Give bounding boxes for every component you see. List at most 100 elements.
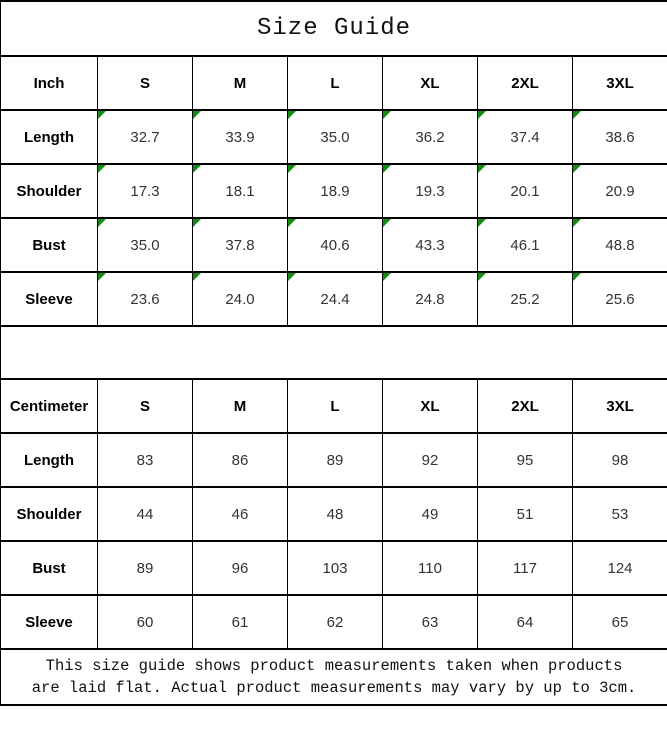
cell-value: 40.6 xyxy=(320,236,350,254)
flag-triangle-icon xyxy=(478,166,486,173)
value-cell: 18.9 xyxy=(287,163,383,219)
unit-header-centimeter: Centimeter xyxy=(0,378,98,434)
size-header-l: L xyxy=(287,378,383,434)
row-label: Sleeve xyxy=(0,594,98,650)
value-cell: 110 xyxy=(382,540,478,596)
value-cell: 37.4 xyxy=(477,109,573,165)
row-label: Bust xyxy=(0,217,98,273)
value-cell: 20.9 xyxy=(571,163,667,219)
table-row: Bust 35.0 37.8 40.6 43.3 46.1 48.8 xyxy=(0,217,667,273)
flag-triangle-icon xyxy=(98,112,106,119)
value-cell: 23.6 xyxy=(97,271,193,327)
size-header-s: S xyxy=(97,378,193,434)
cell-value: 43.3 xyxy=(415,236,445,254)
flag-triangle-icon xyxy=(288,220,296,227)
flag-triangle-icon xyxy=(383,112,391,119)
size-header-s: S xyxy=(97,55,193,111)
table-row: Shoulder 17.3 18.1 18.9 19.3 20.1 20.9 xyxy=(0,163,667,219)
row-label: Length xyxy=(0,109,98,165)
table-row: Bust 89 96 103 110 117 124 xyxy=(0,540,667,596)
value-cell: 95 xyxy=(477,432,573,488)
value-cell: 46 xyxy=(192,486,288,542)
cell-value: 18.9 xyxy=(320,182,350,200)
value-cell: 40.6 xyxy=(287,217,383,273)
cell-value: 48.8 xyxy=(605,236,635,254)
cell-value: 17.3 xyxy=(130,182,160,200)
row-label: Bust xyxy=(0,540,98,596)
flag-triangle-icon xyxy=(383,166,391,173)
value-cell: 37.8 xyxy=(192,217,288,273)
value-cell: 33.9 xyxy=(192,109,288,165)
cell-value: 24.8 xyxy=(415,290,445,308)
cell-value: 32.7 xyxy=(130,128,160,146)
value-cell: 24.4 xyxy=(287,271,383,327)
value-cell: 53 xyxy=(571,486,667,542)
value-cell: 65 xyxy=(571,594,667,650)
flag-triangle-icon xyxy=(573,166,581,173)
cell-value: 38.6 xyxy=(605,128,635,146)
size-header-m: M xyxy=(192,378,288,434)
size-header-2xl: 2XL xyxy=(477,55,573,111)
flag-triangle-icon xyxy=(288,112,296,119)
value-cell: 35.0 xyxy=(287,109,383,165)
cell-value: 37.8 xyxy=(225,236,255,254)
flag-triangle-icon xyxy=(98,220,106,227)
value-cell: 89 xyxy=(287,432,383,488)
cell-value: 33.9 xyxy=(225,128,255,146)
cell-value: 23.6 xyxy=(130,290,160,308)
value-cell: 60 xyxy=(97,594,193,650)
value-cell: 25.6 xyxy=(571,271,667,327)
cell-value: 36.2 xyxy=(415,128,445,146)
size-header-3xl: 3XL xyxy=(571,55,667,111)
flag-triangle-icon xyxy=(573,220,581,227)
page-title: Size Guide xyxy=(0,0,667,57)
footer-note-line1: This size guide shows product measuremen… xyxy=(45,656,623,675)
flag-triangle-icon xyxy=(98,274,106,281)
cell-value: 25.6 xyxy=(605,290,635,308)
row-label: Shoulder xyxy=(0,486,98,542)
table-row: Sleeve 23.6 24.0 24.4 24.8 25.2 25.6 xyxy=(0,271,667,327)
value-cell: 51 xyxy=(477,486,573,542)
value-cell: 62 xyxy=(287,594,383,650)
value-cell: 89 xyxy=(97,540,193,596)
value-cell: 48.8 xyxy=(571,217,667,273)
table-row: Length 32.7 33.9 35.0 36.2 37.4 38.6 xyxy=(0,109,667,165)
cell-value: 24.4 xyxy=(320,290,350,308)
value-cell: 48 xyxy=(287,486,383,542)
value-cell: 36.2 xyxy=(382,109,478,165)
inch-header-row: Inch S M L XL 2XL 3XL xyxy=(0,55,667,111)
cell-value: 18.1 xyxy=(225,182,255,200)
value-cell: 117 xyxy=(477,540,573,596)
value-cell: 86 xyxy=(192,432,288,488)
cell-value: 35.0 xyxy=(130,236,160,254)
value-cell: 43.3 xyxy=(382,217,478,273)
row-label: Sleeve xyxy=(0,271,98,327)
size-guide-table: Size Guide Inch S M L XL 2XL 3XL Length … xyxy=(0,0,667,706)
footer-note-line2: are laid flat. Actual product measuremen… xyxy=(31,679,637,697)
flag-triangle-icon xyxy=(573,112,581,119)
flag-triangle-icon xyxy=(98,166,106,173)
row-label: Length xyxy=(0,432,98,488)
value-cell: 46.1 xyxy=(477,217,573,273)
flag-triangle-icon xyxy=(193,166,201,173)
row-label: Shoulder xyxy=(0,163,98,219)
cell-value: 20.9 xyxy=(605,182,635,200)
flag-triangle-icon xyxy=(478,274,486,281)
size-header-2xl: 2XL xyxy=(477,378,573,434)
flag-triangle-icon xyxy=(193,112,201,119)
cell-value: 20.1 xyxy=(510,182,540,200)
size-header-m: M xyxy=(192,55,288,111)
value-cell: 92 xyxy=(382,432,478,488)
cell-value: 19.3 xyxy=(415,182,445,200)
value-cell: 83 xyxy=(97,432,193,488)
value-cell: 32.7 xyxy=(97,109,193,165)
flag-triangle-icon xyxy=(288,274,296,281)
value-cell: 24.0 xyxy=(192,271,288,327)
flag-triangle-icon xyxy=(383,220,391,227)
flag-triangle-icon xyxy=(478,112,486,119)
flag-triangle-icon xyxy=(193,220,201,227)
value-cell: 17.3 xyxy=(97,163,193,219)
size-header-3xl: 3XL xyxy=(571,378,667,434)
spacer-row xyxy=(0,325,667,380)
table-row: Sleeve 60 61 62 63 64 65 xyxy=(0,594,667,650)
